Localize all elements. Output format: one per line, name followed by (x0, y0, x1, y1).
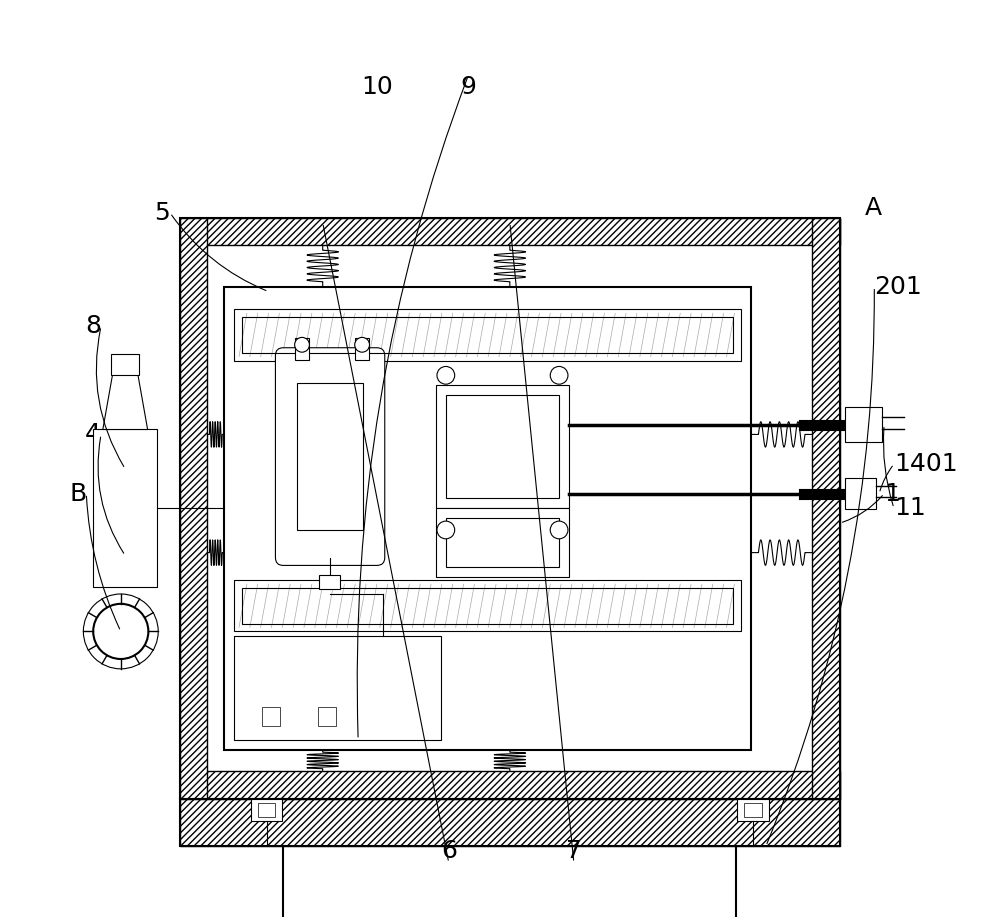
Bar (258, 803, 275, 817)
Circle shape (437, 521, 455, 539)
Bar (251, 799, 282, 821)
Bar (318, 707, 336, 726)
Bar (812, 218, 840, 799)
Bar (355, 338, 369, 359)
Bar (234, 637, 441, 740)
Bar (234, 580, 741, 631)
Bar (234, 310, 741, 360)
Bar (93, 430, 157, 587)
Bar (845, 478, 876, 509)
Bar (111, 354, 139, 375)
Text: 11: 11 (894, 496, 926, 520)
Bar (262, 707, 280, 726)
Bar (446, 395, 559, 498)
Text: 6: 6 (441, 839, 457, 863)
Circle shape (437, 367, 455, 384)
Circle shape (550, 367, 568, 384)
Text: 10: 10 (361, 75, 393, 99)
Bar (180, 218, 207, 799)
Bar (744, 803, 762, 817)
Bar (180, 799, 840, 846)
Text: 1: 1 (884, 481, 900, 505)
Text: 9: 9 (461, 75, 476, 99)
Text: 7: 7 (566, 839, 582, 863)
Text: 1401: 1401 (894, 452, 958, 476)
Bar (297, 383, 363, 530)
Bar (295, 338, 309, 359)
Text: 8: 8 (85, 314, 101, 338)
Text: 5: 5 (154, 201, 170, 225)
Text: A: A (864, 196, 882, 220)
Bar (242, 317, 733, 353)
Circle shape (295, 337, 309, 352)
Bar (242, 588, 733, 624)
Circle shape (550, 521, 568, 539)
Circle shape (355, 337, 369, 352)
Bar (436, 385, 569, 508)
Bar (180, 799, 840, 846)
Bar (436, 508, 569, 578)
FancyBboxPatch shape (275, 347, 385, 565)
Bar (845, 407, 882, 443)
Bar (224, 286, 751, 749)
Bar (180, 218, 840, 799)
Text: B: B (69, 481, 86, 505)
Bar (446, 518, 559, 567)
Circle shape (93, 604, 148, 659)
Polygon shape (103, 375, 148, 430)
Text: 201: 201 (874, 274, 922, 298)
Bar (180, 218, 840, 245)
Text: 4: 4 (85, 422, 101, 446)
Bar (737, 799, 769, 821)
Bar (319, 576, 340, 590)
Bar (180, 772, 840, 799)
